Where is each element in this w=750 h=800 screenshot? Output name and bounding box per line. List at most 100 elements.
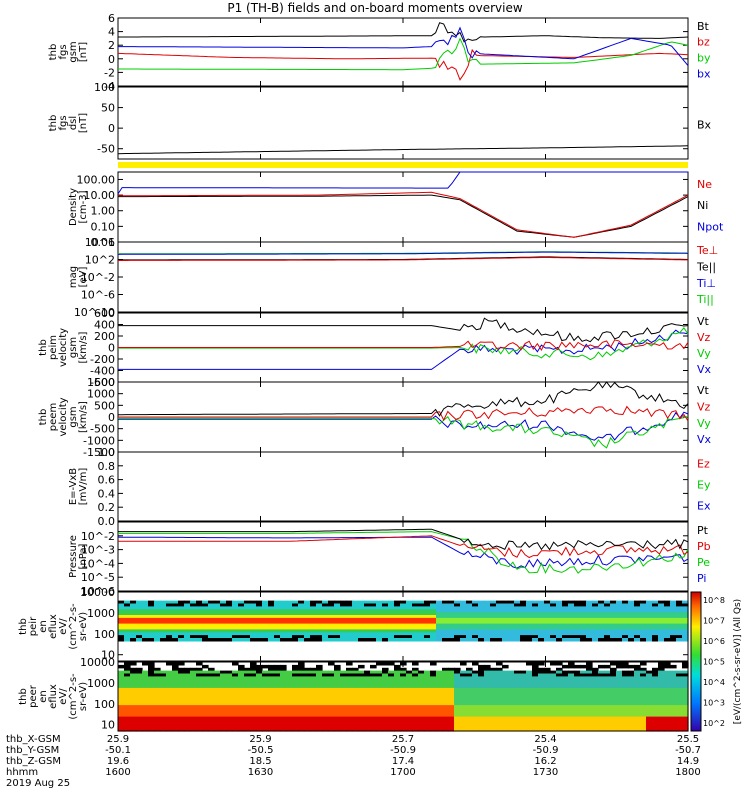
spectrogram-cell [136, 690, 143, 695]
spectrogram-cell [220, 699, 227, 703]
spectrogram-cell [244, 620, 251, 625]
spectrogram-cell [394, 620, 401, 625]
spectrogram-cell [310, 699, 317, 703]
spectrogram-cell [412, 603, 419, 607]
spectrogram-cell [118, 696, 125, 700]
spectrogram-cell [328, 662, 335, 666]
spectrogram-cell [406, 687, 413, 692]
spectrogram-cell [466, 708, 473, 712]
spectrogram-cell [388, 632, 395, 636]
spectrogram-cell [664, 722, 671, 726]
spectrogram-cell [514, 612, 521, 616]
spectrogram-cell [574, 606, 581, 610]
spectrogram-cell [448, 725, 455, 729]
spectrogram-cell [382, 635, 389, 639]
spectrogram-cell [430, 635, 437, 639]
spectrogram-cell [418, 635, 425, 639]
spectrogram-cell [124, 708, 131, 712]
spectrogram-cell [538, 667, 545, 672]
spectrogram-cell [226, 632, 233, 636]
spectrogram-cell [424, 728, 431, 732]
y-tick-label: 0.8 [98, 460, 116, 473]
spectrogram-cell [118, 673, 125, 677]
spectrogram-cell [460, 679, 467, 683]
spectrogram-cell [166, 638, 173, 642]
spectrogram-cell [358, 687, 365, 692]
spectrogram-cell [178, 713, 185, 718]
spectrogram-cell [682, 713, 689, 718]
spectrogram-cell [634, 664, 641, 669]
spectrogram-cell [190, 620, 197, 625]
spectrogram-cell [472, 702, 479, 706]
spectrogram-cell [562, 725, 569, 729]
spectrogram-cell [652, 626, 659, 630]
spectrogram-cell [640, 687, 647, 692]
spectrogram-cell [646, 702, 653, 706]
spectrogram-cell [322, 629, 329, 633]
spectrogram-cell [226, 719, 233, 723]
spectrogram-cell [358, 635, 365, 639]
spectrogram-cell [532, 612, 539, 616]
spectrogram-cell [400, 699, 407, 703]
spectrogram-cell [496, 705, 503, 709]
spectrogram-cell [604, 638, 611, 642]
spectrogram-cell [178, 667, 185, 672]
spectrogram-cell [592, 606, 599, 610]
spectrogram-cell [322, 638, 329, 642]
spectrogram-cell [358, 690, 365, 695]
spectrogram-cell [418, 606, 425, 610]
y-tick-label: 1.0 [98, 446, 116, 459]
spectrogram-cell [658, 638, 665, 642]
spectrogram-cell [238, 612, 245, 616]
spectrogram-cell [532, 676, 539, 680]
spectrogram-cell [160, 600, 167, 605]
spectrogram-cell [274, 716, 281, 721]
spectrogram-cell [262, 620, 269, 625]
spectrogram-cell [232, 632, 239, 636]
spectrogram-cell [592, 623, 599, 628]
spectrogram-cell [160, 673, 167, 677]
spectrogram-cell [256, 664, 263, 669]
spectrogram-cell [358, 696, 365, 700]
spectrogram-cell [418, 612, 425, 616]
spectrogram-cell [442, 725, 449, 729]
spectrogram-cell [430, 685, 437, 689]
spectrogram-cell [124, 615, 131, 619]
spectrogram-cell [472, 728, 479, 732]
spectrogram-cell [220, 710, 227, 715]
spectrogram-cell [634, 728, 641, 732]
spectrogram-cell [544, 687, 551, 692]
spectrogram-cell [586, 710, 593, 715]
spectrogram-cell [166, 632, 173, 636]
spectrogram-cell [322, 710, 329, 715]
spectrogram-cell [280, 667, 287, 672]
spectrogram-cell [214, 719, 221, 723]
spectrogram-cell [502, 632, 509, 636]
spectrogram-cell [646, 708, 653, 712]
spectrogram-cell [466, 716, 473, 721]
spectrogram-cell [412, 708, 419, 712]
spectrogram-cell [136, 626, 143, 630]
spectrogram-cell [610, 705, 617, 709]
y-axis-label: velocity [58, 328, 69, 367]
spectrogram-cell [268, 667, 275, 672]
spectrogram-cell [280, 685, 287, 689]
spectrogram-cell [598, 708, 605, 712]
spectrogram-cell [472, 719, 479, 723]
spectrogram-cell [376, 629, 383, 633]
legend-entry-density: Ni [697, 199, 708, 212]
spectrogram-cell [664, 682, 671, 686]
spectrogram-cell [346, 609, 353, 613]
spectrogram-cell [214, 617, 221, 622]
spectrogram-cell [646, 705, 653, 709]
spectrogram-cell [526, 716, 533, 721]
panel-frame-efield [117, 451, 689, 522]
spectrogram-cell [442, 673, 449, 677]
spectrogram-cell [220, 676, 227, 680]
spectrogram-cell [118, 664, 125, 669]
spectrogram-cell [676, 626, 683, 630]
spectrogram-cell [418, 600, 425, 605]
spectrogram-cell [346, 710, 353, 715]
spectrogram-cell [610, 696, 617, 700]
spectrogram-cell [514, 600, 521, 605]
